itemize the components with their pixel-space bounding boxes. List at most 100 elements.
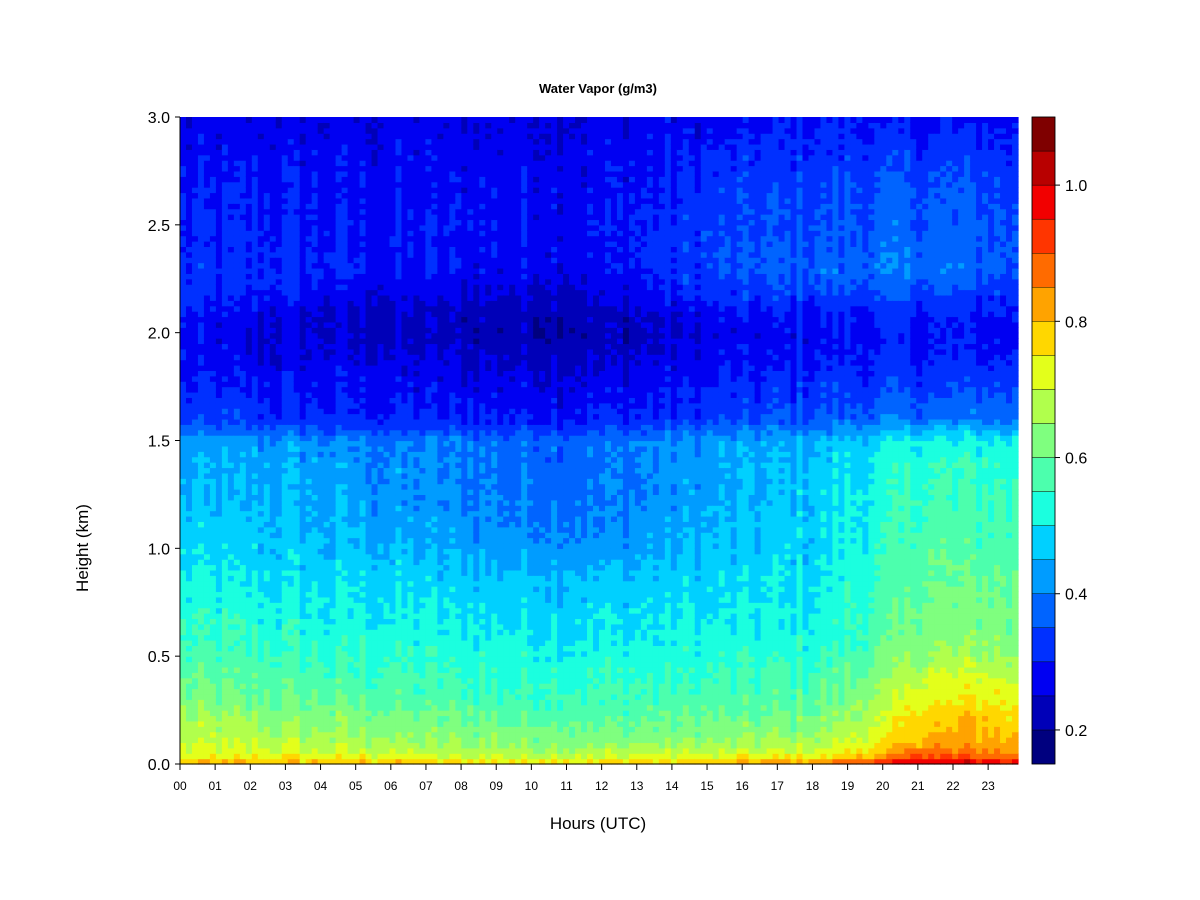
heatmap-cell	[419, 505, 427, 512]
heatmap-cell	[251, 661, 259, 668]
heatmap-cell	[251, 505, 259, 512]
heatmap-cell	[383, 494, 391, 501]
heatmap-cell	[209, 402, 217, 409]
heatmap-cell	[359, 720, 367, 727]
heatmap-cell	[353, 305, 361, 312]
heatmap-cell	[197, 510, 205, 517]
heatmap-cell	[413, 241, 421, 247]
heatmap-cell	[305, 246, 313, 253]
heatmap-cell	[197, 429, 205, 436]
heatmap-cell	[287, 311, 295, 318]
heatmap-cell	[281, 618, 289, 625]
heatmap-cell	[257, 688, 265, 695]
heatmap-cell	[293, 327, 301, 334]
heatmap-cell	[245, 666, 253, 673]
heatmap-cell	[401, 370, 409, 377]
heatmap-cell	[287, 203, 295, 210]
heatmap-cell	[419, 321, 427, 328]
heatmap-cell	[227, 639, 235, 646]
heatmap-cell	[281, 462, 289, 469]
heatmap-cell	[419, 742, 427, 749]
heatmap-cell	[215, 391, 223, 398]
heatmap-cell	[275, 580, 283, 587]
heatmap-cell	[227, 548, 235, 555]
heatmap-cell	[245, 127, 253, 134]
heatmap-cell	[353, 618, 361, 625]
heatmap-cell	[395, 510, 403, 517]
heatmap-cell	[293, 672, 301, 679]
heatmap-cell	[335, 370, 343, 377]
heatmap-cell	[317, 214, 325, 221]
heatmap-cell	[341, 699, 349, 706]
heatmap-cell	[239, 569, 247, 576]
heatmap-cell	[299, 672, 307, 679]
heatmap-cell	[209, 154, 217, 161]
heatmap-cell	[347, 413, 355, 420]
heatmap-cell	[233, 435, 241, 442]
heatmap-cell	[305, 553, 313, 560]
heatmap-cell	[383, 203, 391, 210]
heatmap-cell	[251, 586, 259, 593]
heatmap-cell	[401, 127, 409, 134]
heatmap-cell	[299, 607, 307, 614]
heatmap-cell	[269, 257, 277, 264]
heatmap-cell	[245, 354, 253, 361]
heatmap-cell	[191, 677, 199, 684]
heatmap-cell	[251, 413, 259, 420]
heatmap-cell	[281, 391, 289, 398]
heatmap-cell	[251, 537, 259, 544]
heatmap-cell	[257, 224, 265, 231]
heatmap-cell	[227, 537, 235, 544]
heatmap-cell	[239, 294, 247, 301]
heatmap-cell	[197, 462, 205, 469]
heatmap-cell	[185, 672, 193, 679]
heatmap-cell	[413, 117, 421, 123]
heatmap-cell	[371, 117, 379, 123]
heatmap-cell	[227, 117, 235, 123]
heatmap-cell	[197, 737, 205, 744]
heatmap-cell	[395, 575, 403, 582]
heatmap-cell	[269, 316, 277, 323]
heatmap-cell	[191, 683, 199, 690]
heatmap-cell	[257, 370, 265, 377]
heatmap-cell	[413, 219, 421, 226]
heatmap-cell	[185, 149, 193, 156]
heatmap-cell	[191, 386, 199, 393]
heatmap-cell	[407, 472, 415, 479]
heatmap-cell	[311, 462, 319, 469]
heatmap-cell	[245, 499, 253, 506]
heatmap-cell	[239, 720, 247, 727]
heatmap-cell	[419, 235, 427, 242]
heatmap-cell	[311, 338, 319, 345]
heatmap-cell	[191, 267, 199, 274]
heatmap-cell	[383, 462, 391, 469]
heatmap-cell	[257, 521, 265, 528]
heatmap-cell	[377, 278, 385, 285]
heatmap-cell	[227, 656, 235, 663]
heatmap-cell	[275, 300, 283, 307]
heatmap-cell	[371, 758, 379, 765]
heatmap-cell	[299, 149, 307, 156]
heatmap-cell	[209, 230, 217, 237]
heatmap-cell	[359, 365, 367, 372]
heatmap-cell	[233, 133, 241, 140]
heatmap-cell	[377, 127, 385, 134]
heatmap-cell	[197, 753, 205, 760]
heatmap-cell	[257, 154, 265, 161]
heatmap-cell	[341, 127, 349, 134]
heatmap-cell	[407, 451, 415, 458]
heatmap-cell	[263, 607, 271, 614]
heatmap-cell	[401, 257, 409, 264]
heatmap-cell	[329, 478, 337, 485]
heatmap-cell	[275, 370, 283, 377]
heatmap-cell	[233, 154, 241, 161]
heatmap-cell	[377, 505, 385, 512]
heatmap-cell	[311, 429, 319, 436]
heatmap-cell	[203, 138, 211, 145]
heatmap-cell	[353, 666, 361, 673]
heatmap-cell	[323, 181, 331, 188]
heatmap-cell	[383, 127, 391, 134]
heatmap-cell	[299, 639, 307, 646]
heatmap-cell	[257, 187, 265, 194]
heatmap-cell	[329, 580, 337, 587]
